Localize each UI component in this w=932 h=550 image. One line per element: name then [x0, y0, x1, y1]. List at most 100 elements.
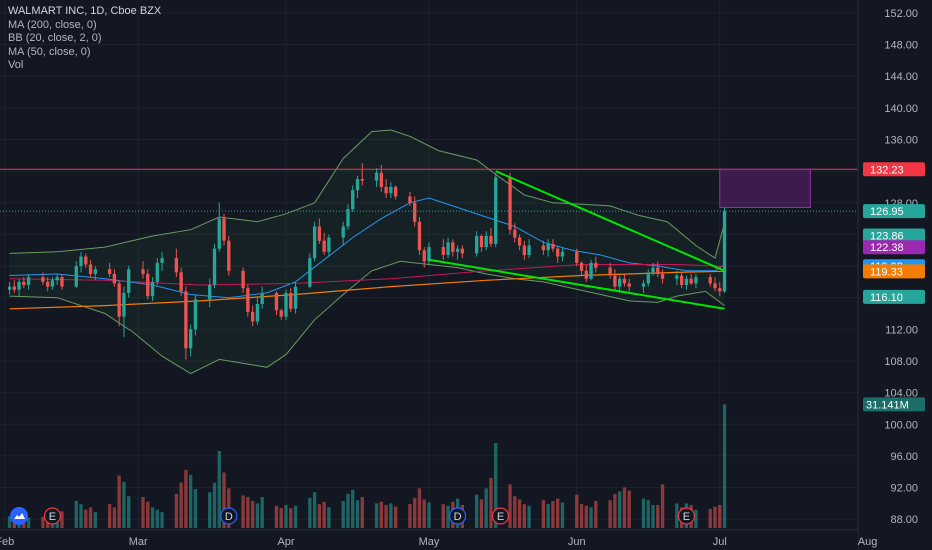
volume-bar: [155, 509, 159, 528]
candle-body: [427, 247, 431, 262]
candle-body: [722, 211, 727, 292]
candle-body: [413, 202, 417, 222]
candle-body: [41, 277, 45, 282]
candle-body: [689, 278, 693, 284]
volume-bar: [408, 504, 412, 528]
volume-bar: [222, 472, 226, 528]
earnings-marker-icon: [677, 507, 696, 525]
price-tick-label: 100.00: [884, 419, 918, 431]
candle-body: [713, 283, 717, 289]
volume-bar: [584, 505, 588, 528]
candle-body: [517, 237, 522, 246]
volume-bar: [484, 488, 488, 528]
candle-body: [484, 235, 488, 248]
price-tag: [863, 162, 925, 177]
volume-bar: [713, 506, 717, 528]
volume-bar: [494, 443, 498, 528]
candle-body: [351, 190, 355, 210]
candle-body: [527, 245, 531, 255]
volume-bar: [546, 504, 550, 528]
volume-bar: [322, 501, 326, 528]
candle-body: [660, 273, 665, 279]
volume-bar: [122, 481, 126, 528]
volume-bar: [675, 503, 679, 528]
volume-bar: [174, 493, 179, 528]
time-axis-background: [0, 530, 858, 550]
candle-body: [460, 248, 465, 254]
time-axis[interactable]: Feb Mar Apr May Jun Jul Aug: [0, 529, 877, 550]
candle-body: [88, 264, 93, 274]
price-tick-label: 136.00: [884, 134, 918, 146]
volume-bar: [374, 503, 379, 528]
volume-bar: [608, 500, 612, 528]
volume-bar: [508, 484, 512, 528]
candle-body: [26, 277, 31, 286]
volume-bar: [479, 499, 484, 528]
volume-bar: [246, 497, 250, 528]
candle-body: [127, 269, 131, 293]
bb-upper-line: [9, 129, 725, 259]
cloud-logo-icon: [10, 507, 29, 525]
volume-bar: [117, 475, 121, 528]
candle-body: [308, 258, 312, 287]
candle-body: [355, 179, 360, 191]
candle-body: [107, 269, 112, 274]
price-tick-label: 112.00: [885, 324, 918, 336]
price-tick-label: 88.00: [890, 514, 918, 526]
volume-bar: [217, 450, 221, 528]
candle-body: [12, 286, 16, 290]
price-tag: [863, 204, 925, 219]
volume-bar: [379, 501, 384, 528]
price-axis[interactable]: 88.00 92.00 96.00 100.00 104.00 108.00 112.00 1…: [857, 0, 932, 550]
candle-body: [112, 273, 117, 284]
candle-body: [317, 226, 322, 241]
volume-bar: [651, 504, 655, 528]
volume-bar: [193, 489, 198, 528]
volume-bar: [279, 508, 283, 528]
price-tick-label: 144.00: [884, 71, 918, 83]
candle-body: [656, 267, 660, 274]
bollinger-band-fill: [9, 130, 725, 374]
candle-body: [79, 256, 83, 267]
volume-bar: [446, 505, 450, 528]
volume-bar: [188, 474, 193, 528]
earnings-marker-label: E: [683, 511, 690, 523]
price-tag-label: 126.95: [870, 206, 904, 218]
chart-legend: WALMART INC, 1D, Cboe BZX MA (200, close…: [8, 5, 161, 73]
upper-trendline: [495, 170, 725, 272]
bb-fill: [9, 130, 725, 374]
candle-body: [293, 286, 298, 309]
price-tick-label: 96.00: [890, 451, 918, 463]
candle-body: [546, 243, 550, 251]
volume-bar: [308, 497, 312, 528]
volume-bar: [312, 492, 317, 528]
volume-bar: [641, 498, 646, 528]
volume-bar: [26, 517, 31, 528]
candle-body: [389, 186, 393, 194]
volume-bar: [560, 502, 565, 528]
price-tag-label: 116.10: [870, 292, 903, 304]
candle-body: [322, 240, 326, 252]
volume-bar: [88, 507, 93, 528]
candle-body: [360, 179, 364, 181]
candle-body: [479, 235, 484, 248]
candle-body: [617, 278, 622, 287]
volume-bar: [718, 504, 722, 528]
volume-bar: [107, 504, 112, 528]
volume-bar: [179, 482, 183, 528]
volume-bar: [708, 508, 712, 528]
time-tick-label: Jun: [568, 536, 586, 548]
candle-body: [174, 258, 179, 273]
volume-bar: [427, 502, 431, 528]
volume-bar: [417, 488, 422, 528]
volume-bar: [7, 516, 12, 528]
price-tag: [863, 289, 925, 304]
candle-body: [312, 226, 317, 259]
legend-vol: Vol: [8, 59, 24, 71]
candle-body: [579, 262, 584, 271]
candle-body: [141, 269, 145, 274]
volume-bar: [422, 499, 426, 528]
volume-bar: [127, 496, 131, 528]
